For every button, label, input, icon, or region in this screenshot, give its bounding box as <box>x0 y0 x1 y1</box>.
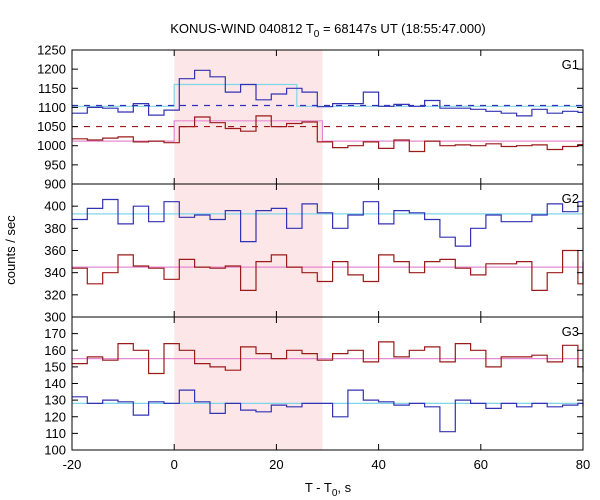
xlabel-rest: , s <box>337 480 351 495</box>
panel-G3-ytick-label: 110 <box>45 426 66 441</box>
x-tick-label: 40 <box>371 457 385 472</box>
x-tick-label: 0 <box>171 457 178 472</box>
x-axis-label: T - T0, s <box>305 480 352 499</box>
panel-G1-blue-series <box>72 69 583 117</box>
panel-G3-ytick-label: 130 <box>44 393 66 408</box>
panel-G3-ytick-label: 170 <box>44 326 66 341</box>
x-tick-label: -20 <box>63 457 82 472</box>
panel-G1-ytick-label: 950 <box>44 157 66 172</box>
panel-G2-frame <box>71 183 584 318</box>
highlight-band <box>174 50 323 450</box>
panel-G3-red-series <box>72 341 584 375</box>
panel-G2-red-series <box>72 249 584 291</box>
x-tick-label: 20 <box>269 457 283 472</box>
xlabel-main: T - T <box>305 480 332 495</box>
panel-G1-ytick-label: 1100 <box>38 100 66 115</box>
panel-G1-red-fit <box>72 120 583 142</box>
panel-G1-blue-fit <box>72 83 583 107</box>
panel-G1-label: G1 <box>562 57 579 72</box>
panel-G2-ytick-label: 320 <box>44 287 66 302</box>
panel-G1-red-series <box>72 115 583 153</box>
panel-G1-ytick-label: 1000 <box>37 138 66 153</box>
panel-G3-ytick-label: 150 <box>44 359 66 374</box>
panel-G1-ytick-label: 900 <box>44 177 66 192</box>
panel-G3-ytick-label: 120 <box>44 409 66 424</box>
panel-G2-ytick-label: 360 <box>44 243 66 258</box>
panel-G3-frame <box>71 316 584 451</box>
title-main: KONUS-WIND 040812 T <box>170 21 314 36</box>
plot-layer: 900950100010501100115012001250G130032034… <box>37 43 590 473</box>
x-tick-label: 80 <box>576 457 590 472</box>
panel-G1-ytick-label: 1250 <box>37 43 66 58</box>
panel-G2-ytick-label: 400 <box>44 199 66 214</box>
panel-G3-blue-series <box>72 389 584 433</box>
title-sub: 0 <box>314 29 320 40</box>
panel-G3-ytick-label: 160 <box>44 343 66 358</box>
chart-title: KONUS-WIND 040812 T0 = 68147s UT (18:55:… <box>170 21 485 40</box>
title-rest: = 68147s UT (18:55:47.000) <box>319 21 485 36</box>
panel-G2-label: G2 <box>562 191 579 206</box>
panel-G2-ytick-label: 340 <box>44 265 66 280</box>
x-tick-label: 60 <box>474 457 488 472</box>
panel-G1-ytick-label: 1200 <box>37 62 66 77</box>
y-axis-label: counts / sec <box>3 215 18 285</box>
panel-G3-ytick-label: 100 <box>44 443 66 458</box>
panel-G3-ytick-label: 140 <box>44 376 66 391</box>
panel-G2-ytick-label: 300 <box>44 310 66 325</box>
xlabel-sub: 0 <box>332 488 338 499</box>
panel-G2-ytick-label: 380 <box>44 221 66 236</box>
panel-G1-ytick-label: 1150 <box>38 81 66 96</box>
panel-G1-frame <box>71 49 584 185</box>
panel-G2-blue-series <box>72 198 584 247</box>
panel-G3-label: G3 <box>562 324 579 339</box>
panel-G1-ytick-label: 1050 <box>37 119 66 134</box>
